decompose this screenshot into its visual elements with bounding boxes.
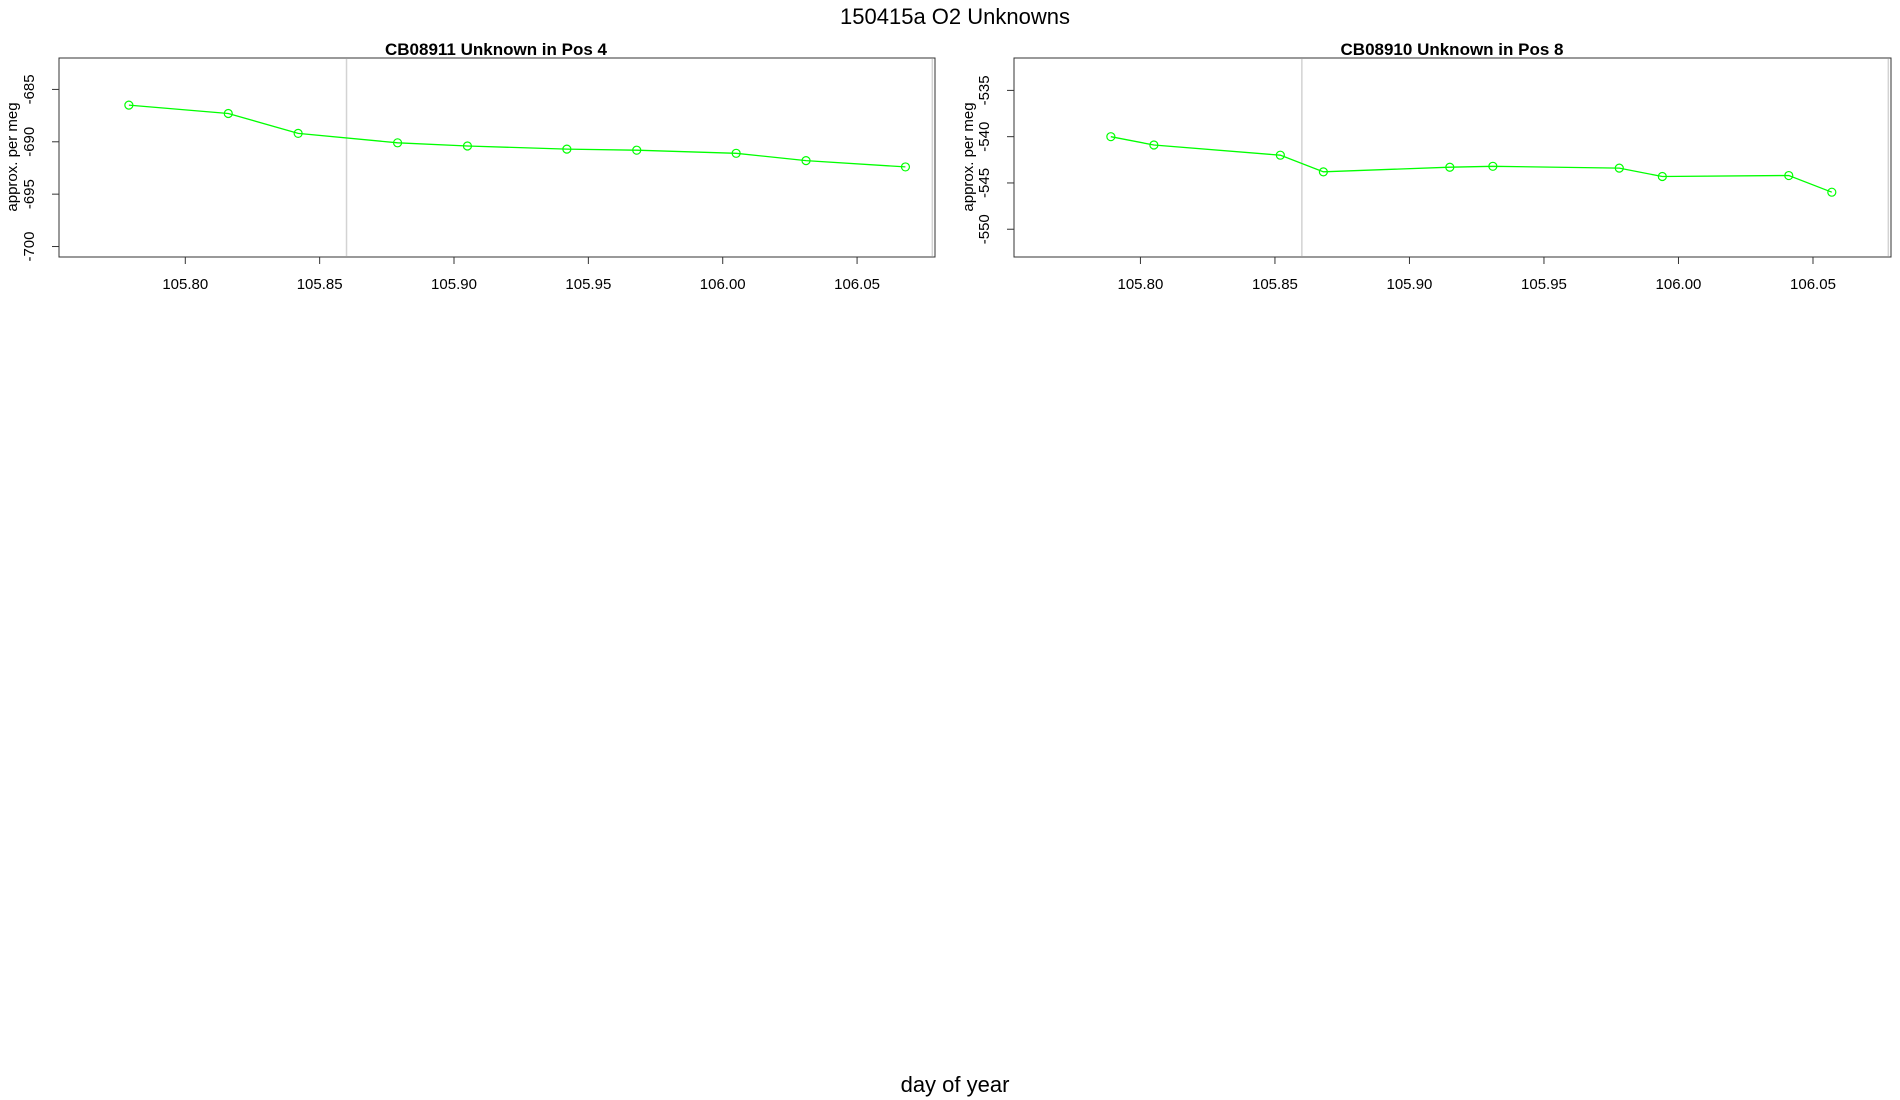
x-tick-label: 105.80 xyxy=(1117,276,1163,293)
data-point xyxy=(1657,171,1667,182)
y-axis-title: approx. per meg xyxy=(960,102,977,211)
y-axis: -535 -540 -545 -550 xyxy=(976,75,1014,244)
figure-title: 150415a O2 Unknowns xyxy=(840,4,1070,29)
reference-lines xyxy=(345,59,934,256)
y-tick-label: -550 xyxy=(976,214,993,244)
y-axis-title: approx. per meg xyxy=(4,102,21,211)
y-tick-label: -700 xyxy=(21,232,38,262)
series-polyline xyxy=(1110,136,1833,193)
panel-title: CB08911 Unknown in Pos 4 xyxy=(385,40,608,59)
x-tick-label: 106.00 xyxy=(1656,276,1702,293)
panel-cb08910: CB08910 Unknown in Pos 8 approx. per meg… xyxy=(960,40,1892,293)
panel-title: CB08910 Unknown in Pos 8 xyxy=(1341,40,1564,59)
x-axis: 105.80 105.85 105.90 105.95 106.00 106.05 xyxy=(1117,257,1836,293)
x-tick-label: 105.85 xyxy=(1252,276,1298,293)
data-point xyxy=(1614,163,1624,173)
data-point xyxy=(1784,170,1794,181)
x-tick-label: 105.95 xyxy=(1521,276,1567,293)
y-axis: -685 -690 -695 -700 xyxy=(21,74,59,262)
data-point xyxy=(293,128,303,139)
plot-frame xyxy=(58,57,936,258)
x-tick-label: 106.05 xyxy=(834,276,880,293)
x-tick-label: 106.05 xyxy=(1790,276,1836,293)
data-point xyxy=(562,144,572,154)
y-tick-label: -695 xyxy=(21,179,38,209)
series-line xyxy=(124,100,911,172)
data-point xyxy=(1827,187,1837,197)
series-line xyxy=(1106,132,1837,197)
x-tick-label: 105.95 xyxy=(565,276,611,293)
data-point xyxy=(801,156,811,166)
y-tick-label: -685 xyxy=(21,74,38,104)
reference-lines xyxy=(1301,59,1890,256)
y-tick-label: -690 xyxy=(21,127,38,157)
y-tick-label: -535 xyxy=(976,75,993,105)
x-tick-label: 105.85 xyxy=(297,276,343,293)
data-point xyxy=(1318,167,1328,177)
data-point xyxy=(900,162,911,172)
data-point xyxy=(1445,162,1455,172)
data-point xyxy=(462,141,473,151)
y-tick-label: -540 xyxy=(976,122,993,152)
series-polyline xyxy=(128,104,906,168)
x-tick-label: 105.80 xyxy=(162,276,208,293)
data-point xyxy=(1275,150,1285,160)
x-tick-label: 105.90 xyxy=(431,276,477,293)
data-point xyxy=(124,100,134,110)
data-point xyxy=(1149,140,1159,150)
y-tick-label: -545 xyxy=(976,168,993,198)
x-tick-label: 106.00 xyxy=(700,276,746,293)
data-point xyxy=(1488,161,1498,171)
data-point xyxy=(1106,132,1116,142)
data-point xyxy=(731,148,741,158)
x-axis-title: day of year xyxy=(901,1072,1010,1097)
data-point xyxy=(223,108,233,119)
panel-cb08911: CB08911 Unknown in Pos 4 approx. per meg… xyxy=(4,40,936,293)
data-point xyxy=(392,138,403,148)
data-point xyxy=(632,145,642,155)
x-tick-label: 105.90 xyxy=(1387,276,1433,293)
x-axis: 105.80 105.85 105.90 105.95 106.00 106.05 xyxy=(162,257,880,293)
plot-frame xyxy=(1013,57,1892,258)
